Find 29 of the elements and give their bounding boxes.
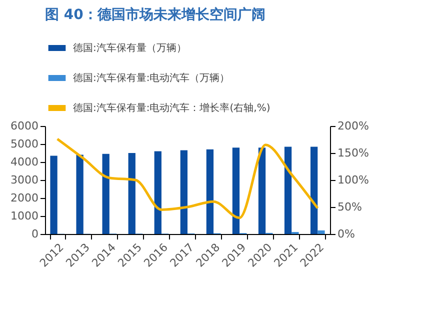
y2-tick-label: 50% — [338, 200, 362, 214]
y-tick-label: 2000 — [10, 192, 38, 204]
bar — [76, 154, 84, 234]
line-series — [56, 138, 319, 220]
bar — [128, 153, 136, 234]
bar — [258, 148, 266, 234]
bar — [206, 149, 214, 234]
bar — [318, 230, 325, 234]
y-tick-label: 1000 — [10, 210, 38, 222]
bar — [310, 146, 318, 234]
y-tick-label: 6000 — [10, 120, 38, 132]
bar — [102, 154, 110, 234]
y2-tick-label: 200% — [338, 120, 369, 132]
y2-tick-label: 150% — [338, 146, 369, 160]
bar — [284, 146, 292, 234]
legend-label: 德国:汽车保有量:电动汽车：增长率(右轴,%) — [73, 102, 270, 114]
y-tick-label: 4000 — [10, 156, 38, 168]
legend-label: 德国:汽车保有量（万辆） — [73, 42, 186, 54]
bar — [50, 156, 58, 234]
y-tick-label: 0 — [32, 228, 38, 240]
y2-tick-label: 0% — [338, 228, 355, 240]
y-tick-label: 3000 — [10, 174, 38, 186]
legend-label: 德国:汽车保有量:电动汽车（万辆） — [73, 72, 230, 84]
chart-title: 图 40：德国市场未来增长空间广阔 — [45, 6, 266, 23]
bar — [232, 148, 240, 234]
y2-tick-label: 100% — [338, 174, 369, 186]
y-tick-label: 5000 — [10, 138, 38, 150]
bar — [154, 151, 162, 234]
bar — [180, 150, 188, 234]
